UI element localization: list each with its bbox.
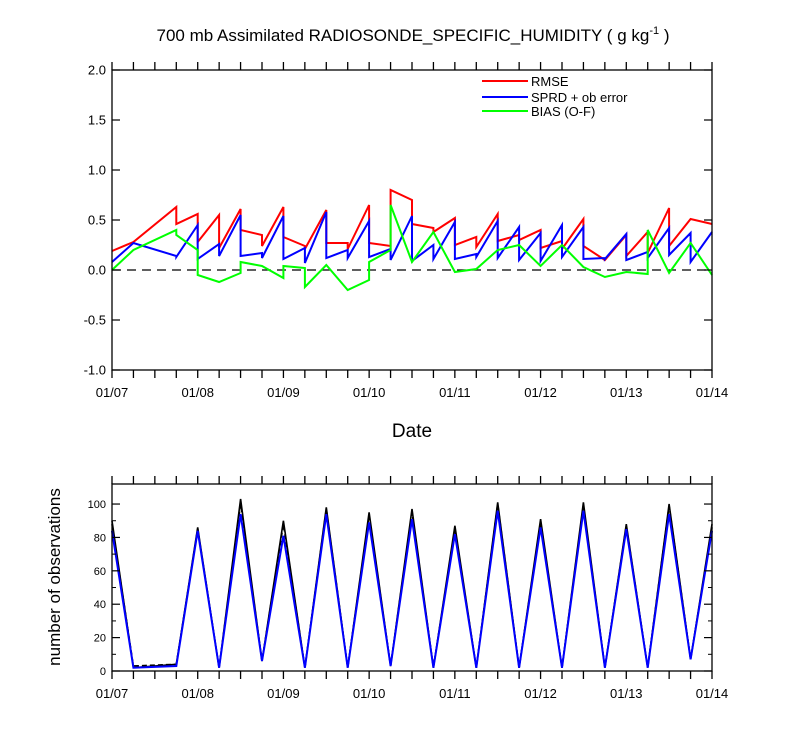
top-series-group: [111, 188, 713, 292]
legend-label-rmse: RMSE: [531, 74, 569, 89]
legend: RMSE SPRD + ob error BIAS (O-F): [482, 74, 628, 119]
x-tick-label: 01/10: [353, 686, 386, 701]
x-tick-label: 01/14: [696, 385, 729, 400]
series-line-assimilated-observations-blue: [111, 510, 713, 669]
y-tick-label: -0.5: [84, 313, 106, 328]
y-tick-label: 1.0: [88, 163, 106, 178]
x-axis-label: Date: [392, 421, 432, 442]
x-tick-label: 01/11: [439, 385, 471, 400]
x-tick-label: 01/08: [181, 686, 214, 701]
x-tick-label: 01/13: [610, 385, 643, 400]
series-line-sprd-ob-error: [111, 211, 713, 266]
x-tick-label: 01/09: [267, 385, 300, 400]
y-tick-label: 40: [94, 599, 106, 611]
x-tick-label: 01/08: [181, 385, 214, 400]
chart-title-superscript: -1: [649, 25, 659, 37]
y-tick-label: 0: [100, 666, 106, 678]
x-tick-label: 01/12: [524, 686, 557, 701]
x-tick-label: 01/10: [353, 385, 386, 400]
y-tick-label: 100: [88, 499, 106, 511]
x-tick-label: 01/12: [524, 385, 557, 400]
chart-title-end: ): [659, 26, 669, 45]
top-y-axis-ticks: -1.0 -0.5 0.0 0.5 1.0 1.5 2.0: [84, 63, 712, 378]
x-tick-label: 01/07: [96, 686, 129, 701]
x-tick-label: 01/13: [610, 686, 643, 701]
y-tick-label: -1.0: [84, 363, 106, 378]
chart-title: 700 mb Assimilated RADIOSONDE_SPECIFIC_H…: [157, 25, 670, 45]
x-tick-label: 01/14: [696, 686, 729, 701]
bottom-x-axis-ticks: 01/07 01/08 01/09 01/10 01/11 01/12 01/13 01/14: [96, 476, 729, 701]
series-line-bias-o-f: [111, 204, 713, 292]
bottom-y-axis-ticks: 0 20 40 60 80 100: [88, 499, 712, 678]
legend-label-bias: BIAS (O-F): [531, 104, 595, 119]
bottom-series-group: [111, 498, 713, 669]
y-tick-label: 1.5: [88, 113, 106, 128]
series-line-assimilated-observations: [111, 503, 713, 668]
y-tick-label: 80: [94, 532, 106, 544]
y-tick-label: 60: [94, 566, 106, 578]
y-tick-label: 20: [94, 633, 106, 645]
y-tick-label: 2.0: [88, 63, 106, 78]
chart-title-main: 700 mb Assimilated RADIOSONDE_SPECIFIC_H…: [157, 26, 650, 45]
x-tick-label: 01/07: [96, 385, 129, 400]
legend-label-sprd: SPRD + ob error: [531, 90, 628, 105]
y-tick-label: 0.0: [88, 263, 106, 278]
top-x-axis-ticks: 01/07 01/08 01/09 01/10 01/11 01/12 01/13 01/14: [96, 62, 729, 400]
y-tick-label: 0.5: [88, 213, 106, 228]
y-axis-label-observations: number of observations: [45, 488, 64, 666]
x-tick-label: 01/11: [439, 686, 471, 701]
x-tick-label: 01/09: [267, 686, 300, 701]
